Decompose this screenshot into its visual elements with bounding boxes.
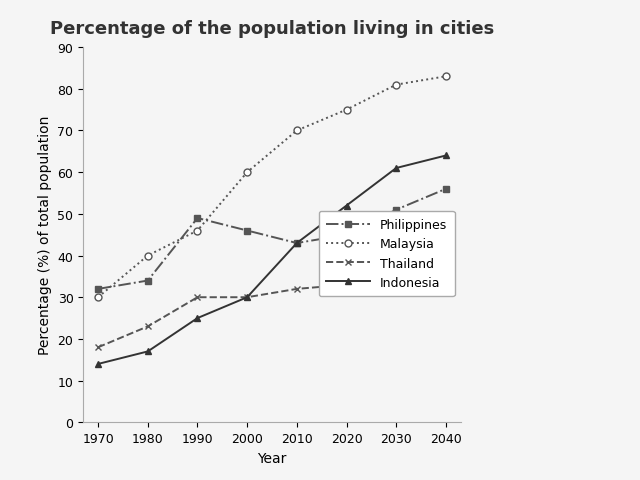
X-axis label: Year: Year <box>257 451 287 465</box>
Y-axis label: Percentage (%) of total population: Percentage (%) of total population <box>38 116 52 355</box>
Title: Percentage of the population living in cities: Percentage of the population living in c… <box>50 20 494 38</box>
Legend: Philippines, Malaysia, Thailand, Indonesia: Philippines, Malaysia, Thailand, Indones… <box>319 211 454 297</box>
